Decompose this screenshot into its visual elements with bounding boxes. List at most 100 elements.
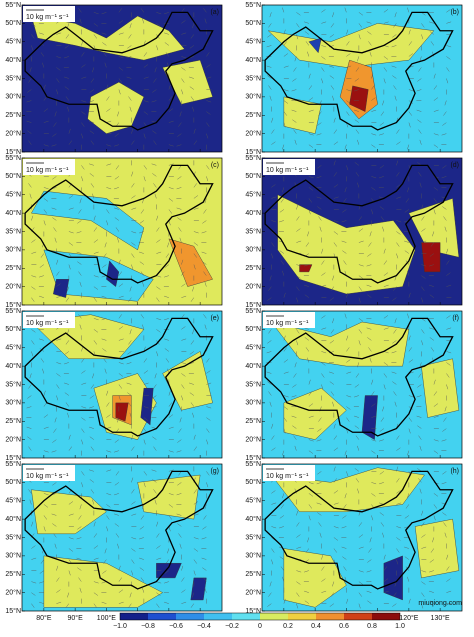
y-tick-label: 55°N xyxy=(245,154,261,162)
wind-vector xyxy=(43,426,49,429)
wind-vector xyxy=(106,469,112,472)
wind-vector xyxy=(181,314,185,319)
wind-vector xyxy=(143,52,147,57)
map-panel xyxy=(262,158,462,305)
wind-vector xyxy=(206,482,209,488)
wind-vector xyxy=(168,120,174,123)
wind-vector xyxy=(355,373,360,378)
wind-vector xyxy=(333,548,337,553)
wind-vector xyxy=(90,140,95,145)
wind-vector xyxy=(354,395,359,398)
wind-vector xyxy=(81,52,85,57)
china-border xyxy=(24,470,214,590)
wind-vector xyxy=(181,8,185,13)
y-tick-label: 30°N xyxy=(245,246,261,254)
y-tick-label: 20°N xyxy=(245,129,261,137)
wind-vector xyxy=(371,144,376,148)
y-tick-label: 35°N xyxy=(245,74,261,82)
wind-vector xyxy=(81,382,87,385)
wind-vector xyxy=(203,271,207,276)
wind-vector xyxy=(305,347,310,352)
wind-vector xyxy=(330,85,335,90)
wind-vector xyxy=(296,240,302,243)
wind-vector xyxy=(164,570,169,574)
wind-vector xyxy=(304,600,309,604)
wind-vector xyxy=(53,122,57,127)
wind-vector xyxy=(181,577,185,582)
wind-vector xyxy=(190,402,195,407)
wind-vector xyxy=(193,434,196,440)
wind-vector xyxy=(283,598,286,604)
wind-vector xyxy=(433,209,436,215)
wind-vector xyxy=(371,73,374,79)
wind-vector xyxy=(333,466,336,472)
wind-vector xyxy=(342,556,347,560)
y-tick-label: 50°N xyxy=(245,478,261,486)
wind-vector xyxy=(294,488,297,494)
wind-vector xyxy=(140,271,145,276)
wind-vector xyxy=(53,227,57,232)
colorbar-tick-label: 1.0 xyxy=(395,623,405,630)
wind-vector xyxy=(418,129,422,134)
wind-vector xyxy=(383,67,387,72)
wind-vector xyxy=(417,384,422,388)
wind-vector xyxy=(64,56,69,59)
wind-vector xyxy=(358,318,364,322)
y-tick-label: 45°N xyxy=(245,38,261,46)
y-tick-label: 40°N xyxy=(5,209,21,217)
wind-vector xyxy=(68,140,72,145)
wind-vector xyxy=(421,240,427,243)
wind-vector xyxy=(118,89,121,95)
wind-vector xyxy=(408,359,414,363)
wind-vector xyxy=(346,471,349,477)
wind-vector xyxy=(366,264,372,267)
wind-vector xyxy=(64,86,69,90)
wind-vector xyxy=(156,227,160,232)
y-tick-label: 15°N xyxy=(5,454,21,462)
wind-vector xyxy=(154,373,157,379)
wind-vector xyxy=(296,603,299,609)
colorbar-bin xyxy=(176,613,204,620)
wind-vector xyxy=(129,329,132,335)
y-tick-label: 15°N xyxy=(5,301,21,309)
wind-vector xyxy=(79,504,82,510)
wind-vector xyxy=(308,493,314,497)
wind-vector xyxy=(193,264,196,270)
wind-vector xyxy=(308,109,314,112)
wind-vector xyxy=(396,537,401,541)
wind-vector xyxy=(179,417,182,423)
wind-vector xyxy=(29,193,32,199)
wind-vector xyxy=(154,67,157,73)
wind-vector xyxy=(393,391,397,396)
wind-vector xyxy=(283,359,289,363)
wind-vector xyxy=(165,253,170,258)
wind-vector xyxy=(343,566,347,571)
wind-vector xyxy=(65,402,70,407)
wind-vector xyxy=(355,435,360,440)
wind-vector xyxy=(382,226,385,232)
wind-vector xyxy=(56,283,61,287)
wind-vector xyxy=(367,31,372,35)
wind-vector xyxy=(383,78,386,84)
wind-vector xyxy=(421,603,424,609)
wind-vector xyxy=(433,415,439,418)
wind-vector xyxy=(329,371,334,374)
wind-vector xyxy=(317,428,322,432)
y-tick-label: 30°N xyxy=(245,399,261,407)
wind-vector xyxy=(433,515,436,521)
wind-vector xyxy=(104,368,107,374)
wind-vector xyxy=(407,187,410,193)
colorbar-tick-label: −0.6 xyxy=(169,623,183,630)
wind-vector xyxy=(282,493,285,499)
contour-region xyxy=(140,387,154,426)
wind-vector xyxy=(307,537,310,543)
wind-vector xyxy=(117,417,120,423)
wind-vector xyxy=(192,286,195,292)
wind-vector xyxy=(118,362,124,365)
wind-vector xyxy=(408,89,414,92)
wind-vector xyxy=(114,207,119,210)
wind-vector xyxy=(118,589,124,593)
wind-vector xyxy=(383,554,386,560)
wind-vector xyxy=(92,499,95,505)
